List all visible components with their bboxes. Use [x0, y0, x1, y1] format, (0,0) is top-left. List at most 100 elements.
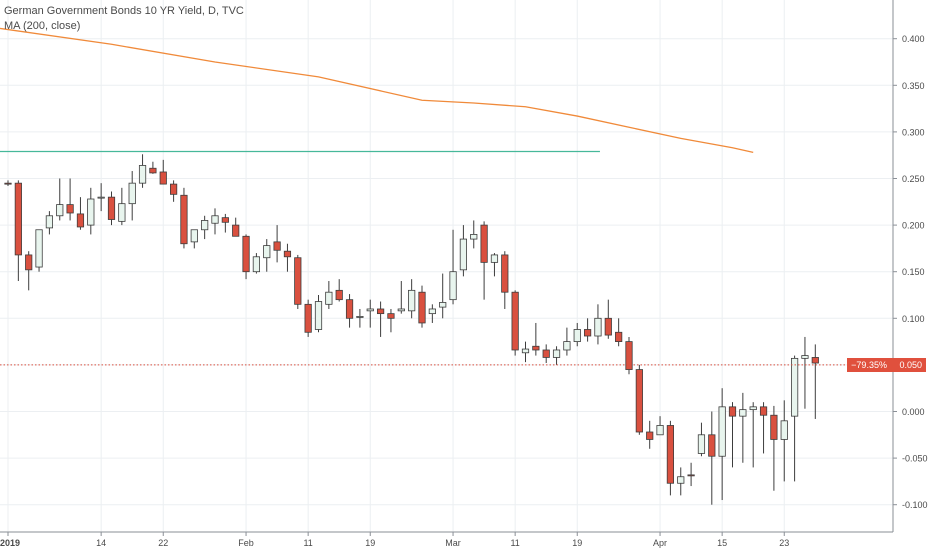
- candle-body: [180, 194, 188, 245]
- candle-up: [439, 273, 447, 319]
- candle-body: [201, 220, 209, 231]
- price-value: 0.050: [899, 359, 922, 370]
- candle-up: [697, 422, 706, 457]
- candle-body: [366, 308, 374, 312]
- x-tick-label: Mar: [445, 538, 461, 548]
- x-tick-label: Apr: [653, 538, 667, 548]
- candle-body: [263, 245, 271, 259]
- candle-down: [159, 159, 167, 185]
- candle-up: [490, 253, 499, 277]
- candle-down: [180, 187, 188, 249]
- candle-up: [470, 220, 478, 249]
- candle-down: [625, 336, 633, 375]
- moving-average-path: [0, 27, 754, 154]
- candle-up: [356, 308, 364, 328]
- candle-body: [97, 196, 105, 199]
- candle-down: [635, 364, 643, 435]
- candle-up: [718, 388, 726, 501]
- candle-body: [459, 238, 468, 271]
- candle-body: [532, 345, 540, 351]
- candle-body: [428, 308, 436, 315]
- candle-body: [511, 291, 519, 351]
- chart-title: German Government Bonds 10 YR Yield, D, …: [4, 5, 244, 17]
- last-price-tag: −79.35% 0.050: [847, 357, 926, 372]
- candle-up: [128, 171, 136, 221]
- candle-body: [221, 217, 229, 223]
- y-tick-label: -0.050: [902, 454, 928, 464]
- candle-body: [128, 182, 136, 205]
- candle-body: [584, 329, 592, 337]
- candle-body: [345, 299, 354, 319]
- candle-down: [304, 299, 312, 337]
- candle-body: [149, 167, 157, 174]
- candle-body: [646, 431, 654, 440]
- x-axis-ticks: 2019 14 22 Feb 11 19 Mar 11 19 Apr 15 23: [0, 532, 789, 548]
- candle-up: [263, 239, 271, 272]
- candle-body: [66, 204, 74, 214]
- candle-body: [169, 183, 178, 195]
- candle-down: [666, 420, 675, 496]
- candle-down: [232, 217, 240, 237]
- candle-body: [159, 171, 167, 185]
- candle-up: [801, 336, 809, 409]
- candle-down: [25, 251, 33, 291]
- candle-body: [563, 341, 571, 351]
- candle-body: [304, 303, 312, 333]
- x-tick-label: 15: [717, 538, 727, 548]
- candle-down: [376, 301, 385, 337]
- candle-down: [759, 402, 768, 454]
- candle-body: [728, 406, 737, 417]
- candle-up: [449, 229, 457, 305]
- y-tick-label: 0.250: [902, 174, 925, 184]
- candle-up: [118, 187, 126, 226]
- x-tick-label: 11: [510, 538, 519, 548]
- candle-down: [242, 234, 250, 280]
- candle-up: [35, 229, 43, 272]
- candle-body: [552, 349, 561, 358]
- ma-legend-label: MA (200, close): [4, 20, 81, 32]
- candle-up: [366, 299, 374, 328]
- y-tick-label: 0.300: [902, 127, 925, 137]
- axes: [0, 0, 894, 533]
- candle-down: [770, 405, 778, 491]
- candle-body: [408, 289, 416, 312]
- x-tick-label: 19: [572, 538, 582, 548]
- candle-body: [35, 229, 43, 268]
- candle-body: [118, 203, 126, 222]
- candle-up: [739, 392, 747, 463]
- candle-body: [770, 414, 778, 440]
- candle-body: [138, 165, 147, 184]
- candle-body: [687, 474, 695, 477]
- candle-body: [325, 291, 333, 305]
- candle-up: [428, 304, 436, 323]
- candle-body: [76, 213, 85, 228]
- candle-body: [811, 357, 819, 364]
- candle-body: [656, 425, 664, 436]
- candle-up: [97, 183, 105, 212]
- y-tick-label: 0.150: [902, 267, 925, 277]
- candle-body: [542, 349, 550, 358]
- candle-up: [87, 187, 95, 235]
- candle-body: [56, 204, 64, 217]
- candle-body: [521, 348, 530, 354]
- candle-down: [76, 197, 85, 230]
- price-change: −79.35%: [851, 359, 887, 370]
- x-tick-label: Feb: [238, 538, 254, 548]
- candle-body: [718, 406, 726, 457]
- candle-body: [242, 235, 250, 273]
- x-tick-label: 22: [158, 538, 168, 548]
- y-tick-label: 0.200: [902, 221, 925, 231]
- candles: [4, 154, 819, 505]
- candle-body: [418, 291, 426, 324]
- y-tick-label: 0.400: [902, 34, 925, 44]
- candle-up: [656, 416, 664, 436]
- candle-up: [408, 279, 416, 319]
- candle-body: [87, 198, 95, 226]
- candle-body: [604, 317, 612, 336]
- candle-body: [801, 355, 809, 359]
- candle-up: [521, 341, 530, 363]
- candle-body: [749, 406, 757, 411]
- candle-up: [677, 467, 685, 496]
- candle-body: [449, 271, 457, 301]
